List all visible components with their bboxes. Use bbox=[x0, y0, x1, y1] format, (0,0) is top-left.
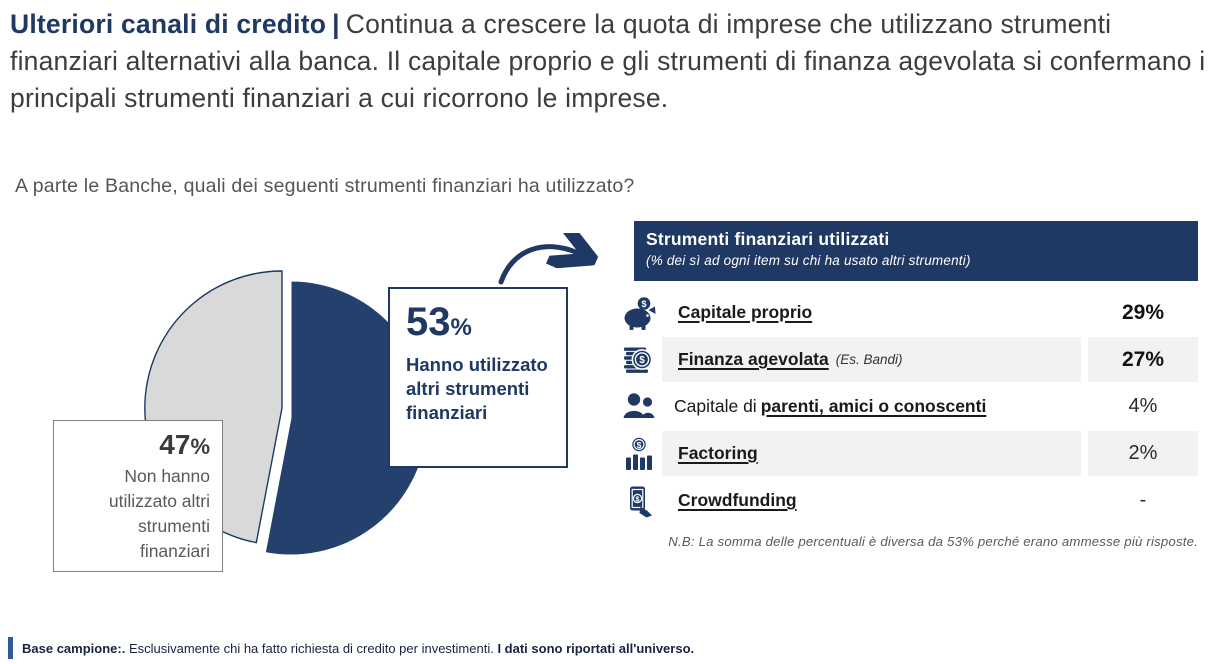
row-label: Finanza agevolata (Es. Bandi) bbox=[662, 337, 1081, 382]
title-lead: Ulteriori canali di credito bbox=[10, 9, 327, 39]
table-note: N.B: La somma delle percentuali è divers… bbox=[668, 534, 1198, 549]
factoring-bars-icon: $ bbox=[616, 431, 662, 476]
table-row: $ Capitale proprio 29% bbox=[616, 290, 1198, 335]
curved-arrow-icon bbox=[498, 233, 602, 285]
footer-text: Base campione:. Esclusivamente chi ha fa… bbox=[22, 641, 1212, 656]
svg-text:$: $ bbox=[635, 494, 640, 503]
survey-question: A parte le Banche, quali dei seguenti st… bbox=[15, 175, 635, 197]
callout-no-value: 47% bbox=[159, 429, 210, 460]
row-value: 4% bbox=[1128, 395, 1158, 417]
svg-text:$: $ bbox=[637, 439, 642, 449]
coins-stack-icon: $ bbox=[616, 337, 662, 382]
footer-emphasis: I dati sono riportati all'universo. bbox=[497, 641, 695, 656]
svg-text:$: $ bbox=[639, 355, 645, 366]
footer-accent-bar bbox=[8, 637, 13, 659]
footer-body: Esclusivamente chi ha fatto richiesta di… bbox=[125, 641, 498, 656]
percent-sign: % bbox=[450, 314, 472, 341]
row-value: 27% bbox=[1088, 337, 1198, 382]
row-label: Capitale proprio bbox=[678, 302, 813, 322]
piggy-bank-icon: $ bbox=[616, 290, 662, 335]
table-row: $ Factoring 2% bbox=[616, 431, 1198, 476]
row-value: 29% bbox=[1121, 300, 1165, 324]
svg-text:$: $ bbox=[641, 299, 646, 309]
row-label: Factoring bbox=[662, 431, 1081, 476]
row-value: - bbox=[1139, 489, 1147, 511]
row-value: 2% bbox=[1088, 431, 1198, 476]
title-separator: | bbox=[332, 9, 340, 39]
footer-lead: Base campione:. bbox=[22, 641, 126, 656]
table-row: Capitale di parenti, amici o conoscenti 4… bbox=[616, 384, 1198, 429]
callout-yes-value: 53% bbox=[406, 300, 472, 344]
table-header: Strumenti finanziari utilizzati (% dei s… bbox=[634, 221, 1198, 281]
page-title: Ulteriori canali di credito | Continua a c… bbox=[10, 6, 1210, 117]
instruments-table: $ Capitale proprio 29% bbox=[616, 290, 1198, 523]
title-body: Continua a crescere la quota di imprese … bbox=[10, 9, 1206, 113]
callout-no-label: Non hanno utilizzato altri strumenti fin… bbox=[108, 466, 210, 561]
table-subtitle: (% dei sì ad ogni item su chi ha usato a… bbox=[646, 253, 971, 268]
callout-not-used-instruments: 47% Non hanno utilizzato altri strumenti… bbox=[53, 420, 223, 572]
percent-sign: % bbox=[190, 434, 210, 459]
callout-yes-label: Hanno utilizzato altri strumenti finanzi… bbox=[406, 354, 548, 423]
table-row: $ Crowdfunding - bbox=[616, 478, 1198, 523]
people-icon bbox=[616, 384, 662, 429]
table-row: $ Finanza agevolata (Es. Bandi) 27% bbox=[616, 337, 1198, 382]
table-title: Strumenti finanziari utilizzati bbox=[646, 229, 890, 249]
callout-used-instruments: 53% Hanno utilizzato altri strumenti fin… bbox=[388, 287, 568, 468]
row-label: Crowdfunding bbox=[678, 490, 797, 510]
row-label: Capitale di parenti, amici o conoscenti bbox=[674, 396, 987, 416]
crowdfunding-icon: $ bbox=[616, 478, 662, 523]
